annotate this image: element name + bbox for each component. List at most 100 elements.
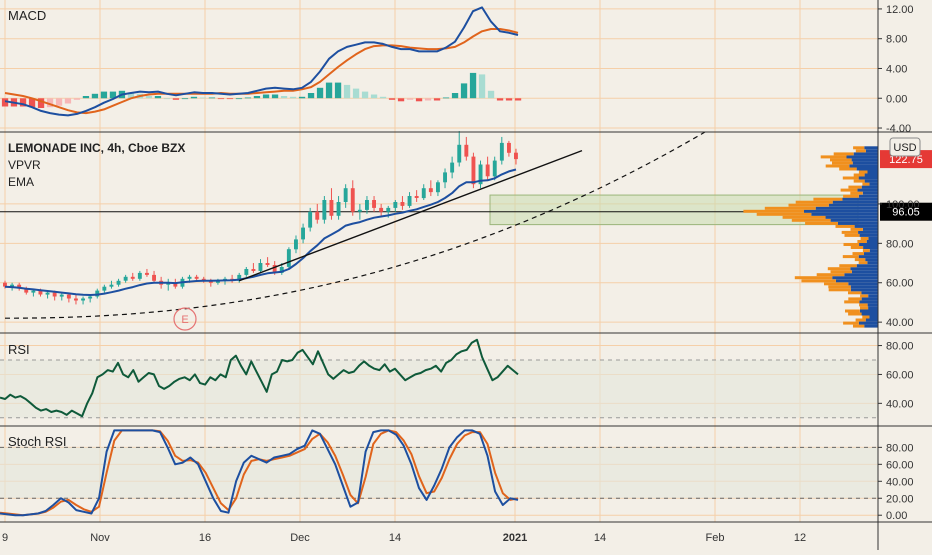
vp-down-bar — [782, 215, 826, 219]
price-tick-label: 40.00 — [886, 317, 914, 329]
vp-up-bar — [869, 315, 878, 319]
candle-body — [372, 200, 376, 208]
macd-line — [4, 6, 519, 117]
vp-up-bar — [859, 300, 878, 304]
rsi-tick-label: 40.00 — [886, 398, 914, 410]
candle-body — [400, 202, 405, 206]
macd-histogram-bar — [28, 98, 36, 108]
macd-tick-label: 0.00 — [886, 93, 907, 105]
vp-down-bar — [788, 203, 829, 207]
vp-down-bar — [848, 185, 862, 189]
time-axis-label: 16 — [199, 532, 211, 544]
vp-down-bar — [835, 224, 855, 228]
macd-histogram-bar — [73, 98, 81, 100]
vp-down-bar — [848, 312, 862, 316]
macd-histogram-bar — [271, 94, 279, 99]
vp-down-bar — [828, 285, 851, 289]
candle-body — [436, 182, 440, 193]
vp-up-bar — [861, 185, 878, 189]
candle-body — [251, 269, 256, 271]
vp-down-bar — [862, 315, 870, 319]
price-pane-title: LEMONADE INC, 4h, Cboe BZX — [8, 141, 185, 155]
candle-body — [116, 280, 121, 285]
price-tick-label: 60.00 — [886, 278, 914, 290]
vp-down-bar — [853, 146, 865, 150]
vp-up-bar — [864, 252, 878, 256]
price-tick-label: 100.00 — [886, 199, 920, 211]
vp-down-bar — [854, 258, 866, 262]
macd-histogram-bar — [316, 87, 324, 99]
candle-body — [343, 188, 348, 202]
vp-up-bar — [815, 206, 878, 210]
vp-up-bar — [859, 233, 878, 237]
vp-up-bar — [862, 191, 878, 195]
candle-body — [365, 200, 369, 210]
vp-up-bar — [848, 282, 878, 286]
candle-body — [145, 272, 149, 275]
rsi-tick-label: 80.00 — [886, 341, 914, 353]
candle-body — [173, 282, 178, 287]
ema-line — [4, 168, 517, 296]
ema-indicator-label: EMA — [8, 175, 34, 189]
candle-body — [336, 202, 341, 216]
candle-body — [66, 294, 71, 299]
vp-down-bar — [853, 173, 865, 177]
macd-histogram-bar — [352, 88, 360, 99]
vp-up-bar — [850, 285, 878, 289]
time-axis-label: 14 — [594, 532, 606, 544]
vp-up-bar — [828, 203, 878, 207]
vp-up-bar — [825, 215, 878, 219]
macd-histogram-bar — [253, 96, 261, 99]
macd-pane — [1, 6, 522, 117]
macd-histogram-bar — [226, 98, 234, 100]
stoch-tick-label: 0.00 — [886, 510, 907, 522]
earnings-marker[interactable]: E — [173, 307, 197, 331]
time-axis-label: 2021 — [503, 532, 527, 544]
vp-down-bar — [853, 324, 865, 328]
vp-down-bar — [862, 182, 870, 186]
macd-histogram-bar — [433, 98, 441, 101]
stoch-tick-label: 20.00 — [886, 493, 914, 505]
macd-histogram-bar — [46, 98, 54, 108]
macd-histogram-bar — [460, 83, 468, 99]
macd-histogram-bar — [82, 96, 90, 99]
currency-button[interactable]: USD — [889, 137, 921, 157]
macd-histogram-bar — [244, 97, 252, 99]
macd-tick-label: 4.00 — [886, 63, 907, 75]
candle-body — [507, 142, 511, 153]
vp-up-bar — [858, 255, 878, 259]
candle-body — [357, 209, 362, 212]
vp-up-bar — [861, 291, 878, 295]
vp-up-bar — [864, 146, 878, 150]
vp-up-bar — [852, 161, 878, 165]
macd-histogram-bar — [235, 98, 243, 100]
vp-down-bar — [801, 279, 836, 283]
candle-body — [102, 286, 107, 291]
candle-body — [478, 164, 483, 185]
vp-up-bar — [850, 267, 878, 271]
vp-up-bar — [858, 230, 878, 234]
macd-histogram-bar — [181, 98, 189, 100]
rsi-line — [0, 338, 519, 418]
vp-up-bar — [830, 218, 878, 222]
vp-up-bar — [832, 276, 878, 280]
macd-histogram-bar — [370, 94, 378, 99]
candle-body — [485, 164, 490, 177]
candle-body — [414, 196, 419, 198]
candle-body — [3, 282, 7, 287]
time-axis-label: 9 — [2, 532, 8, 544]
macd-histogram-bar — [262, 94, 270, 99]
vp-up-bar — [864, 179, 878, 183]
candle-body — [24, 288, 29, 293]
candle-body — [279, 267, 284, 273]
candle-body — [386, 207, 391, 212]
macd-histogram-bar — [109, 91, 117, 99]
vp-down-bar — [860, 237, 869, 240]
vp-up-bar — [863, 246, 878, 249]
macd-histogram-bar — [1, 98, 9, 107]
vp-up-bar — [804, 209, 878, 213]
vp-up-bar — [867, 303, 878, 307]
